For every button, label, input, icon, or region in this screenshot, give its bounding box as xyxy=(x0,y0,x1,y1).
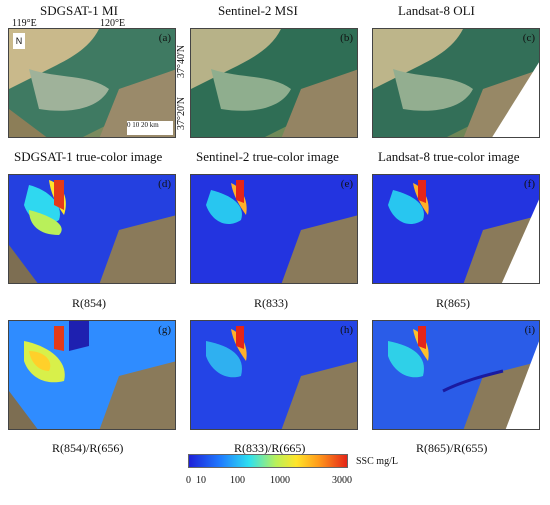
lon-label-2: 120°E xyxy=(100,18,126,29)
colorbar-tick: 3000 xyxy=(332,475,352,486)
ssc-map-r854 xyxy=(9,175,175,283)
panel-f: (f) xyxy=(372,174,540,284)
caption-landsat-true-color: Landsat-8 true-color image xyxy=(378,149,520,164)
caption-r833-r665: R(833)/R(665) xyxy=(234,441,306,455)
caption-r854-r656: R(854)/R(656) xyxy=(52,441,124,455)
panel-label-b: (b) xyxy=(340,32,353,44)
panel-g: (g) xyxy=(8,320,176,430)
panel-d: (d) xyxy=(8,174,176,284)
true-color-map-sdgsat xyxy=(9,29,175,137)
north-arrow-icon: N xyxy=(13,33,25,49)
colorbar-tick: 0 xyxy=(186,475,191,486)
panel-b: (b) xyxy=(190,28,358,138)
caption-r854: R(854) xyxy=(72,296,106,310)
column-title-landsat: Landsat-8 OLI xyxy=(398,3,475,18)
panel-label-c: (c) xyxy=(522,32,535,44)
caption-sdgsat-true-color: SDGSAT-1 true-color image xyxy=(14,149,163,164)
colorbar-tick: 100 xyxy=(230,475,245,486)
true-color-map-sentinel xyxy=(191,29,357,137)
column-title-sentinel: Sentinel-2 MSI xyxy=(218,3,298,18)
panel-label-h: (h) xyxy=(340,324,353,336)
panel-a: (a) N 0 10 20 km xyxy=(8,28,176,138)
panel-c: (c) xyxy=(372,28,540,138)
panel-label-a: (a) xyxy=(158,32,171,44)
ssc-map-r854-r656 xyxy=(9,321,175,429)
scale-bar: 0 10 20 km xyxy=(127,121,173,135)
panel-h: (h) xyxy=(190,320,358,430)
lat-label-1: 37°40'N xyxy=(176,44,187,78)
panel-e: (e) xyxy=(190,174,358,284)
panel-label-g: (g) xyxy=(158,324,171,336)
column-title-sdgsat: SDGSAT-1 MI xyxy=(40,3,118,18)
panel-i: (i) xyxy=(372,320,540,430)
caption-r865-r655: R(865)/R(655) xyxy=(416,441,488,455)
colorbar-tick: 1000 xyxy=(270,475,290,486)
ssc-map-r833-r665 xyxy=(191,321,357,429)
caption-r865: R(865) xyxy=(436,296,470,310)
ssc-map-r865 xyxy=(373,175,539,283)
panel-label-f: (f) xyxy=(524,178,535,190)
lat-label-2: 37°20'N xyxy=(176,96,187,130)
lon-label-1: 119°E xyxy=(12,18,37,29)
colorbar-tick: 10 xyxy=(196,475,206,486)
ssc-map-r833 xyxy=(191,175,357,283)
panel-label-i: (i) xyxy=(524,324,535,336)
panel-label-e: (e) xyxy=(340,178,353,190)
ssc-colorbar xyxy=(188,454,348,468)
caption-r833: R(833) xyxy=(254,296,288,310)
caption-sentinel-true-color: Sentinel-2 true-color image xyxy=(196,149,339,164)
colorbar-unit-label: SSC mg/L xyxy=(356,456,398,467)
ssc-map-r865-r655 xyxy=(373,321,539,429)
panel-label-d: (d) xyxy=(158,178,171,190)
true-color-map-landsat xyxy=(373,29,539,137)
